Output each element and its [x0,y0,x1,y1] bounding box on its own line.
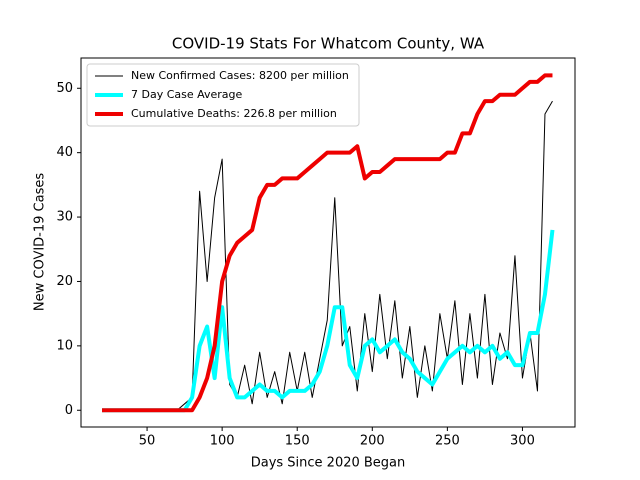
series-line [102,100,553,411]
plot-frame [80,57,576,428]
y-tick-label: 20 [56,274,73,289]
legend: New Confirmed Cases: 8200 per million 7 D… [86,63,360,127]
y-tick-label: 40 [56,145,73,160]
x-tick-label: 150 [285,434,310,449]
legend-label: New Confirmed Cases: 8200 per million [131,69,349,82]
x-tick-label: 300 [510,434,535,449]
y-tick-label: 0 [65,403,73,418]
y-axis-label: New COVID-19 Cases [33,173,48,311]
chart-title: COVID-19 Stats For Whatcom County, WA [172,35,485,53]
x-tick-label: 200 [360,434,385,449]
y-tick-label: 10 [56,338,73,353]
y-tick-label: 30 [56,210,73,225]
x-tick-label: 50 [139,434,156,449]
legend-label: 7 Day Case Average [131,88,243,101]
legend-box [86,63,360,127]
series-line [102,73,553,413]
x-tick-label: 250 [435,434,460,449]
legend-label: Cumulative Deaths: 226.8 per million [131,107,337,120]
x-tick-label: 100 [210,434,235,449]
y-tick-label: 50 [56,81,73,96]
x-axis-label: Days Since 2020 Began [251,456,406,471]
